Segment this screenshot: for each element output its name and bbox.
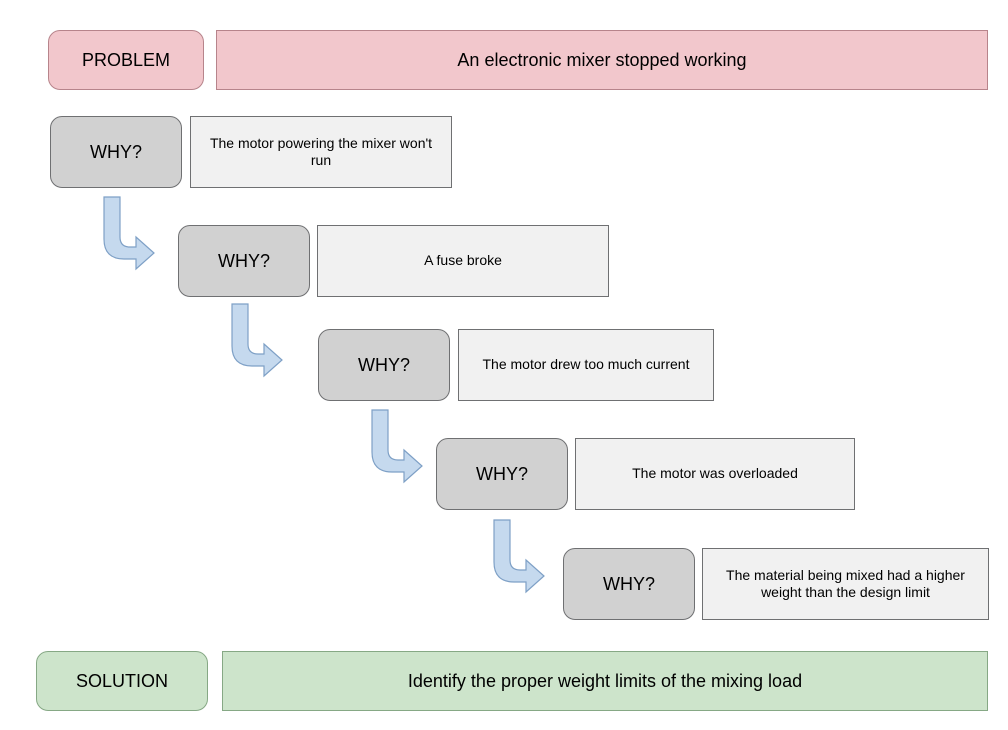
why-box-3: WHY? [436, 438, 568, 510]
why-label: WHY? [358, 354, 410, 377]
why-box-1: WHY? [178, 225, 310, 297]
why-label: WHY? [90, 141, 142, 164]
arrow-icon-2 [224, 300, 284, 380]
answer-text: The motor was overloaded [632, 465, 798, 483]
solution-label-box: SOLUTION [36, 651, 208, 711]
answer-box-1: A fuse broke [317, 225, 609, 297]
arrow-icon-3 [364, 406, 424, 486]
solution-text-box: Identify the proper weight limits of the… [222, 651, 988, 711]
answer-text: The motor drew too much current [483, 356, 690, 374]
why-label: WHY? [476, 463, 528, 486]
answer-text: The material being mixed had a higher we… [711, 567, 980, 602]
why-label: WHY? [218, 250, 270, 273]
answer-text: A fuse broke [424, 252, 502, 270]
answer-box-3: The motor was overloaded [575, 438, 855, 510]
why-label: WHY? [603, 573, 655, 596]
problem-label-box: PROBLEM [48, 30, 204, 90]
problem-label: PROBLEM [82, 49, 170, 72]
problem-text-box: An electronic mixer stopped working [216, 30, 988, 90]
why-box-4: WHY? [563, 548, 695, 620]
answer-box-2: The motor drew too much current [458, 329, 714, 401]
answer-box-4: The material being mixed had a higher we… [702, 548, 989, 620]
solution-label: SOLUTION [76, 670, 168, 693]
answer-box-0: The motor powering the mixer won't run [190, 116, 452, 188]
why-box-0: WHY? [50, 116, 182, 188]
problem-text: An electronic mixer stopped working [457, 49, 746, 72]
arrow-icon-4 [486, 516, 546, 596]
answer-text: The motor powering the mixer won't run [199, 135, 443, 170]
arrow-icon-1 [96, 193, 156, 273]
why-box-2: WHY? [318, 329, 450, 401]
solution-text: Identify the proper weight limits of the… [408, 670, 802, 693]
